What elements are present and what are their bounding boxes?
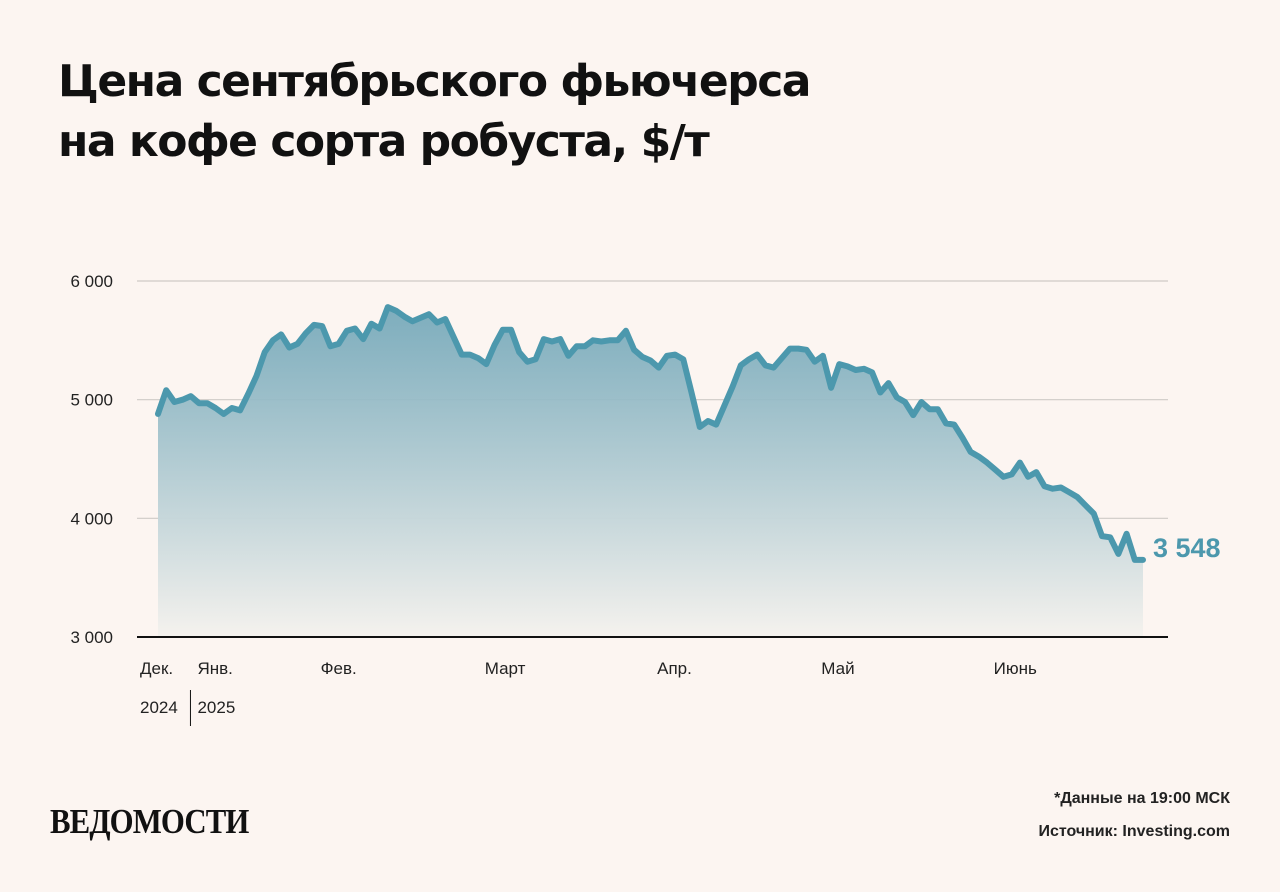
y-tick-label: 3 000 <box>70 628 113 647</box>
last-value-label: 3 548 <box>1153 533 1221 563</box>
x-axis-labels: Дек. Янв. Фев. Март Апр. Май Июнь <box>140 659 1037 678</box>
chart-title-line-2: на кофе сорта робуста, $/т <box>58 116 710 167</box>
chart-title: Цена сентябрьского фьючерса на кофе сорт… <box>58 52 958 172</box>
year-labels: 2024 2025 <box>140 698 235 717</box>
x-tick-label: Дек. <box>140 659 173 678</box>
x-tick-label: Янв. <box>197 659 232 678</box>
y-tick-label: 5 000 <box>70 391 113 410</box>
y-tick-label: 4 000 <box>70 509 113 528</box>
footnote: *Данные на 19:00 МСК <box>1054 790 1230 807</box>
year-label: 2024 <box>140 698 178 717</box>
y-axis-labels: 3 000 4 000 5 000 6 000 <box>70 272 113 647</box>
y-tick-label: 6 000 <box>70 272 113 291</box>
price-chart: 3 000 4 000 5 000 6 000 3 548 Дек. Янв. Фев. М… <box>70 272 1221 726</box>
source-credit: Источник: Investing.com <box>1038 823 1230 840</box>
chart-title-line-1: Цена сентябрьского фьючерса <box>58 56 811 107</box>
vedomosti-logo: ВЕДОМОСТИ <box>50 802 249 841</box>
x-tick-label: Июнь <box>994 659 1037 678</box>
x-tick-label: Март <box>485 659 526 678</box>
price-area <box>158 307 1143 637</box>
x-tick-label: Апр. <box>657 659 692 678</box>
year-label: 2025 <box>197 698 235 717</box>
x-tick-label: Фев. <box>321 659 357 678</box>
price-line <box>155 304 1146 563</box>
x-tick-label: Май <box>821 659 854 678</box>
